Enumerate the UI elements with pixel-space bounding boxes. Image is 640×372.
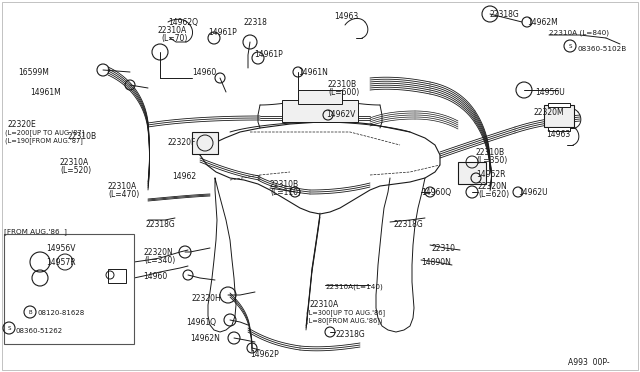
Text: 22318G: 22318G bbox=[490, 10, 520, 19]
Text: 14962U: 14962U bbox=[518, 188, 548, 197]
Text: 14960Q: 14960Q bbox=[421, 188, 451, 197]
Text: 14961Q: 14961Q bbox=[186, 318, 216, 327]
Text: 14962M: 14962M bbox=[527, 18, 557, 27]
Text: 22318: 22318 bbox=[244, 18, 268, 27]
Text: 22310A: 22310A bbox=[158, 26, 188, 35]
Text: 22310B: 22310B bbox=[270, 180, 299, 189]
Text: 22318G: 22318G bbox=[145, 220, 175, 229]
Text: S: S bbox=[568, 44, 572, 48]
Text: 14960: 14960 bbox=[143, 272, 167, 281]
Text: 14956U: 14956U bbox=[535, 88, 564, 97]
Text: 14963: 14963 bbox=[546, 130, 570, 139]
Text: 14962: 14962 bbox=[172, 172, 196, 181]
Text: (L=200[UP TO AUG.'87]: (L=200[UP TO AUG.'87] bbox=[5, 129, 84, 136]
Text: 14962V: 14962V bbox=[326, 110, 355, 119]
Text: 22320H: 22320H bbox=[191, 294, 221, 303]
Bar bbox=[282, 100, 358, 122]
Text: 22320N: 22320N bbox=[144, 248, 173, 257]
Text: (L=300[UP TO AUG.'86]: (L=300[UP TO AUG.'86] bbox=[306, 309, 385, 316]
Text: 14962N: 14962N bbox=[190, 334, 220, 343]
Text: 22310B: 22310B bbox=[476, 148, 505, 157]
Text: 22310B: 22310B bbox=[328, 80, 357, 89]
Text: (L=70): (L=70) bbox=[161, 34, 188, 43]
Bar bbox=[548, 127, 570, 131]
Text: A993  00P-: A993 00P- bbox=[568, 358, 610, 367]
Text: 14890N: 14890N bbox=[421, 258, 451, 267]
Text: 14956V: 14956V bbox=[46, 244, 76, 253]
Bar bbox=[4, 234, 134, 344]
Text: 14961P: 14961P bbox=[254, 50, 283, 59]
Text: 08360-5102B: 08360-5102B bbox=[578, 46, 627, 52]
Text: 14962P: 14962P bbox=[250, 350, 279, 359]
Text: B: B bbox=[28, 310, 32, 314]
Bar bbox=[458, 162, 486, 184]
Text: 22320M: 22320M bbox=[534, 108, 564, 117]
Text: 14961P: 14961P bbox=[208, 28, 237, 37]
Text: 22318G: 22318G bbox=[335, 330, 365, 339]
Text: 14961M: 14961M bbox=[30, 88, 61, 97]
Text: 22310A: 22310A bbox=[310, 300, 339, 309]
Text: (L=470): (L=470) bbox=[108, 190, 140, 199]
Bar bbox=[298, 90, 342, 104]
Text: 14962R: 14962R bbox=[476, 170, 506, 179]
Text: (L=520): (L=520) bbox=[60, 166, 91, 175]
Text: [FROM AUG.'86  ]: [FROM AUG.'86 ] bbox=[4, 228, 67, 235]
Text: 14961N: 14961N bbox=[298, 68, 328, 77]
Text: 08120-81628: 08120-81628 bbox=[38, 310, 85, 316]
Text: 22310A: 22310A bbox=[60, 158, 89, 167]
Text: 22310A (L=840): 22310A (L=840) bbox=[549, 30, 609, 36]
Text: (L=340): (L=340) bbox=[144, 256, 175, 265]
Text: 22320E: 22320E bbox=[8, 120, 36, 129]
Text: S: S bbox=[7, 326, 11, 330]
Text: 22320F: 22320F bbox=[168, 138, 196, 147]
Bar bbox=[548, 103, 570, 107]
Text: (L=620): (L=620) bbox=[478, 190, 509, 199]
Text: (L=600): (L=600) bbox=[328, 88, 359, 97]
Text: 08360-51262: 08360-51262 bbox=[16, 328, 63, 334]
Bar bbox=[108, 269, 126, 283]
Text: 14960: 14960 bbox=[192, 68, 216, 77]
Text: 22320N: 22320N bbox=[478, 182, 508, 191]
Text: 14963: 14963 bbox=[334, 12, 358, 21]
Text: 22310B: 22310B bbox=[67, 132, 96, 141]
Text: 22318G: 22318G bbox=[393, 220, 423, 229]
Text: 22310A: 22310A bbox=[108, 182, 137, 191]
Text: (L=190[FROM AUG.'87]: (L=190[FROM AUG.'87] bbox=[5, 137, 83, 144]
Bar bbox=[544, 105, 574, 127]
Text: 22310A(L=140): 22310A(L=140) bbox=[325, 283, 383, 289]
Text: (L=350): (L=350) bbox=[476, 156, 508, 165]
Text: (L=80[FROM AUG.'86]): (L=80[FROM AUG.'86]) bbox=[306, 317, 383, 324]
Text: 16599M: 16599M bbox=[18, 68, 49, 77]
Text: 14962Q: 14962Q bbox=[168, 18, 198, 27]
Text: (L=110): (L=110) bbox=[270, 188, 301, 197]
Bar bbox=[192, 132, 218, 154]
Text: 14957R: 14957R bbox=[46, 258, 76, 267]
Text: 22310: 22310 bbox=[432, 244, 456, 253]
